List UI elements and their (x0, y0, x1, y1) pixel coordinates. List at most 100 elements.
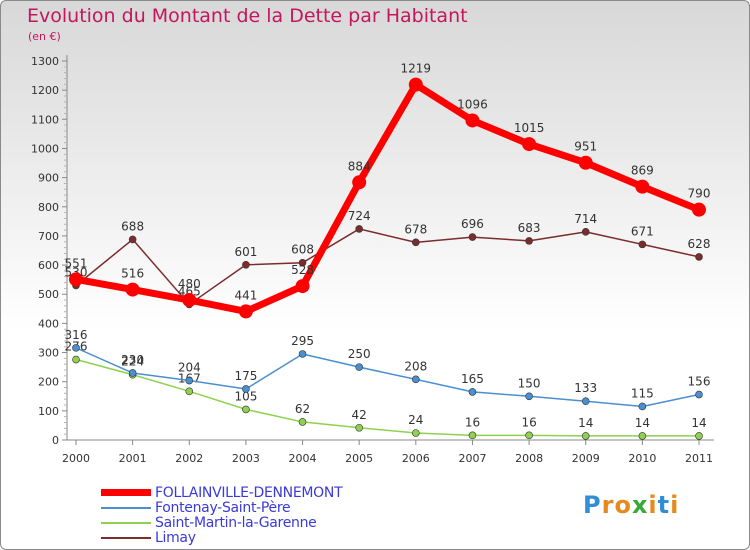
y-tick-label: 500 (38, 288, 59, 301)
data-label: 150 (518, 376, 541, 390)
data-point (581, 432, 590, 440)
data-point (638, 402, 647, 411)
data-label: 316 (65, 328, 88, 342)
series-line (75, 347, 700, 408)
data-point (352, 175, 367, 190)
y-tick-label: 700 (38, 230, 59, 243)
data-label: 14 (635, 416, 650, 430)
data-point (635, 179, 650, 194)
legend-item: Saint-Martin-la-Garenne (101, 515, 342, 531)
data-label: 204 (178, 361, 201, 375)
data-point (128, 369, 137, 377)
y-tick-label: 0 (52, 434, 59, 447)
data-label: 62 (295, 402, 310, 416)
data-point (72, 344, 80, 352)
data-point (69, 272, 83, 287)
data-label: 230 (121, 353, 144, 367)
data-label: 724 (348, 209, 371, 223)
data-point (412, 375, 420, 384)
data-point (128, 235, 137, 244)
data-point (525, 392, 533, 401)
chart-legend: FOLLAINVILLE-DENNEMONT Fontenay-Saint-Pèr… (101, 485, 343, 546)
data-point (578, 155, 593, 170)
data-label: 1015 (514, 121, 545, 135)
data-point (581, 397, 590, 406)
data-point (185, 387, 194, 396)
data-point (355, 423, 363, 432)
data-point (298, 418, 307, 426)
data-point (522, 137, 537, 152)
y-tick-label: 1200 (31, 84, 59, 97)
data-label: 14 (578, 416, 593, 430)
y-tick-label: 100 (38, 405, 59, 418)
x-tick-label: 2011 (685, 452, 713, 465)
data-label: 133 (574, 381, 597, 395)
data-label: 869 (631, 164, 654, 178)
legend-swatch (101, 536, 151, 539)
data-label: 156 (688, 375, 711, 389)
data-label: 671 (631, 224, 654, 238)
data-label: 951 (574, 140, 597, 154)
data-point (468, 388, 477, 396)
data-label: 42 (352, 408, 367, 422)
data-label: 16 (465, 415, 480, 429)
x-tick-label: 2006 (402, 452, 430, 465)
data-point (242, 260, 250, 269)
data-label: 480 (178, 277, 201, 291)
legend-swatch (101, 521, 151, 524)
data-point (238, 304, 253, 319)
chart-subtitle: (en €) (28, 30, 61, 43)
data-label: 608 (291, 243, 314, 257)
data-label: 250 (348, 347, 371, 361)
legend-swatch (101, 506, 151, 509)
logo-letter: r (601, 491, 615, 519)
y-tick-label: 600 (38, 259, 59, 272)
data-label: 1219 (401, 62, 432, 76)
data-point (182, 293, 197, 308)
data-label: 16 (521, 415, 536, 429)
series-line (75, 81, 701, 315)
data-label: 628 (688, 237, 711, 251)
data-point (298, 258, 307, 267)
data-point (295, 279, 310, 294)
data-point (525, 431, 533, 440)
data-label: 601 (234, 245, 257, 259)
data-point (638, 240, 647, 249)
data-point (298, 350, 307, 358)
data-point (695, 253, 703, 261)
data-label: 528 (291, 263, 314, 277)
chart-title: Evolution du Montant de la Dette par Hab… (27, 5, 468, 27)
logo-letter: x (631, 491, 649, 519)
data-point (468, 233, 477, 241)
data-point (412, 429, 420, 437)
x-tick-label: 2005 (345, 452, 373, 465)
proxiti-logo: Proxiti (583, 491, 679, 519)
logo-letter: i (670, 491, 680, 519)
legend-swatch (101, 489, 151, 496)
data-point (638, 432, 647, 440)
legend-item: FOLLAINVILLE-DENNEMONT (101, 485, 343, 501)
data-label: 683 (518, 221, 541, 235)
x-tick-label: 2010 (628, 452, 656, 465)
data-label: 14 (691, 416, 706, 430)
logo-letter: o (614, 491, 632, 519)
x-tick-label: 2003 (232, 452, 260, 465)
data-label: 175 (234, 369, 257, 383)
legend-item: Fontenay-Saint-Père (101, 500, 342, 516)
data-point (125, 282, 140, 297)
data-label: 208 (404, 359, 427, 373)
data-point (468, 431, 477, 440)
y-tick-label: 300 (38, 347, 59, 360)
x-tick-label: 2009 (572, 452, 600, 465)
data-point (355, 363, 363, 371)
logo-letter: i (648, 491, 658, 519)
data-point (185, 376, 194, 385)
data-label: 696 (461, 217, 484, 231)
x-tick-label: 2000 (62, 452, 90, 465)
y-tick-label: 1100 (31, 113, 59, 126)
y-tick-label: 400 (38, 317, 59, 330)
data-label: 465 (178, 284, 201, 298)
data-point (408, 77, 423, 92)
data-label: 551 (65, 256, 88, 270)
